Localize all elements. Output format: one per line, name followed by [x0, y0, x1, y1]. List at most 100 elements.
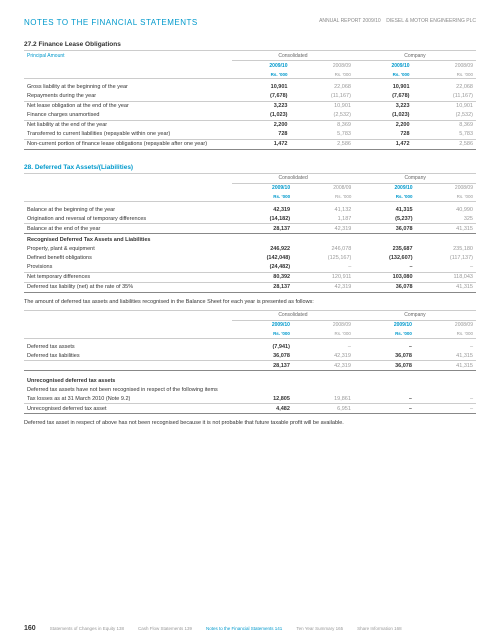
table-272: Principal Amount Consolidated Company 20… — [24, 50, 476, 150]
group-consolidated: Consolidated — [232, 173, 354, 183]
val-consolidated-prior: 42,319 — [293, 282, 354, 292]
group-company: Company — [354, 51, 476, 61]
val-consolidated-current: (1,023) — [232, 111, 291, 121]
table-row: Deferred tax liabilities36,07842,31936,0… — [24, 351, 476, 361]
unit-pri: Rs. '000 — [413, 70, 476, 79]
val-consolidated-prior: 6,951 — [293, 404, 354, 414]
table-28: Consolidated Company 2009/10 2008/09 200… — [24, 173, 476, 293]
subhead-recognised: Recognised Deferred Tax Assets and Liabi… — [24, 234, 476, 245]
val-company-prior: 10,901 — [413, 101, 476, 111]
val-company-prior: (11,167) — [413, 92, 476, 102]
year-cur: 2009/10 — [232, 61, 291, 71]
footer-link[interactable]: Share Information 168 — [357, 626, 402, 631]
val-company-current: 103,080 — [354, 272, 415, 282]
val-consolidated-current: (14,182) — [232, 214, 293, 224]
unit-cur: Rs. '000 — [354, 70, 413, 79]
footer-link[interactable]: Statements of Changes in Equity 138 — [50, 626, 124, 631]
val-consolidated-prior: (2,532) — [290, 111, 353, 121]
val-company-prior: (117,137) — [416, 254, 476, 263]
unit-cur: Rs. '000 — [232, 70, 291, 79]
val-consolidated-prior: 42,319 — [293, 351, 354, 361]
val-consolidated-prior: (125,167) — [293, 254, 354, 263]
val-consolidated-current: 28,137 — [232, 224, 293, 234]
val-consolidated-prior: 41,132 — [293, 205, 354, 214]
page-title: NOTES TO THE FINANCIAL STATEMENTS — [24, 18, 198, 27]
val-company-prior: 325 — [416, 214, 476, 224]
val-company-current: 41,315 — [354, 205, 415, 214]
footer-link[interactable]: Cash Flow Statements 139 — [138, 626, 192, 631]
company-name: DIESEL & MOTOR ENGINEERING PLC — [386, 18, 476, 24]
val-consolidated-prior: 5,783 — [290, 130, 353, 140]
val-company-current: 2,200 — [354, 120, 413, 130]
section-title-28: 28. Deferred Tax Assets/(Liabilities) — [24, 164, 476, 171]
footer-link-active[interactable]: Notes to the Financial Statements 141 — [206, 626, 282, 631]
table-row: Property, plant & equipment246,922246,07… — [24, 245, 476, 254]
table-row: Deferred tax assets(7,941)––– — [24, 342, 476, 351]
table-row: Balance at the end of the year28,13742,3… — [24, 224, 476, 234]
table-row: Origination and reversal of temporary di… — [24, 214, 476, 224]
row-label: Net temporary differences — [24, 272, 232, 282]
row-label: Deferred tax liability (net) at the rate… — [24, 282, 232, 292]
row-label: Provisions — [24, 263, 232, 273]
val-consolidated-current: 3,223 — [232, 101, 291, 111]
val-company-current: – — [354, 342, 415, 351]
group-company: Company — [354, 173, 476, 183]
row-label: Net liability at the end of the year — [24, 120, 232, 130]
table-row: Gross liability at the beginning of the … — [24, 83, 476, 92]
row-label: Balance at the beginning of the year — [24, 205, 232, 214]
val-company-prior: 8,369 — [413, 120, 476, 130]
table-row: Unrecognised deferred tax asset4,4826,95… — [24, 404, 476, 414]
val-company-current: 36,078 — [354, 224, 415, 234]
val-company-current: (1,023) — [354, 111, 413, 121]
year-pri: 2008/09 — [290, 61, 353, 71]
val-company-current: (7,678) — [354, 92, 413, 102]
val-company-prior: 235,180 — [416, 245, 476, 254]
row-label — [24, 361, 232, 371]
footer-link[interactable]: Ten Year Summary 165 — [296, 626, 343, 631]
val-consolidated-prior: 22,068 — [290, 83, 353, 92]
table-row: Defined benefit obligations(142,048)(125… — [24, 254, 476, 263]
val-company-current: 728 — [354, 130, 413, 140]
val-company-current: (5,237) — [354, 214, 415, 224]
val-consolidated-prior: 19,861 — [293, 394, 354, 404]
val-consolidated-current: 28,137 — [232, 361, 293, 371]
table-row: Net temporary differences80,392120,91110… — [24, 272, 476, 282]
val-consolidated-prior: 42,319 — [293, 224, 354, 234]
val-consolidated-prior: 42,319 — [293, 361, 354, 371]
subhead-unrecognised: Unrecognised deferred tax assets — [24, 375, 476, 386]
val-consolidated-prior: – — [293, 263, 354, 273]
val-company-prior: 5,783 — [413, 130, 476, 140]
section-title-272: 27.2 Finance Lease Obligations — [24, 41, 476, 48]
unit-pri: Rs. '000 — [290, 70, 353, 79]
val-company-prior: 41,315 — [415, 361, 476, 371]
row-label: Unrecognised deferred tax asset — [24, 404, 232, 414]
table-row: Net lease obligation at the end of the y… — [24, 101, 476, 111]
val-consolidated-current: 10,901 — [232, 83, 291, 92]
val-consolidated-current: 42,319 — [232, 205, 293, 214]
table-row: Finance charges unamortised(1,023)(2,532… — [24, 111, 476, 121]
table-row: Provisions(24,482)––– — [24, 263, 476, 273]
table-row: Balance at the beginning of the year42,3… — [24, 205, 476, 214]
val-company-current: – — [354, 394, 415, 404]
row-label: Balance at the end of the year — [24, 224, 232, 234]
val-company-prior: – — [416, 263, 476, 273]
val-company-current: (132,607) — [354, 254, 415, 263]
val-company-current: 1,472 — [354, 139, 413, 149]
val-company-prior: (2,532) — [413, 111, 476, 121]
val-company-prior: 41,315 — [416, 282, 476, 292]
val-company-prior: 2,586 — [413, 139, 476, 149]
table-row: 28,13742,31936,07841,315 — [24, 361, 476, 371]
val-company-current: 3,223 — [354, 101, 413, 111]
val-company-current: 10,901 — [354, 83, 413, 92]
val-consolidated-prior: 2,586 — [290, 139, 353, 149]
val-company-current: 36,078 — [354, 282, 415, 292]
table-row: Deferred tax liability (net) at the rate… — [24, 282, 476, 292]
row-label: Net lease obligation at the end of the y… — [24, 101, 232, 111]
val-company-current: 36,078 — [354, 361, 415, 371]
row-label: Defined benefit obligations — [24, 254, 232, 263]
val-consolidated-current: 4,482 — [232, 404, 293, 414]
row-label: Transferred to current liabilities (repa… — [24, 130, 232, 140]
val-consolidated-current: 12,805 — [232, 394, 293, 404]
val-consolidated-current: 2,200 — [232, 120, 291, 130]
report-year: ANNUAL REPORT 2009/10 — [319, 18, 381, 24]
